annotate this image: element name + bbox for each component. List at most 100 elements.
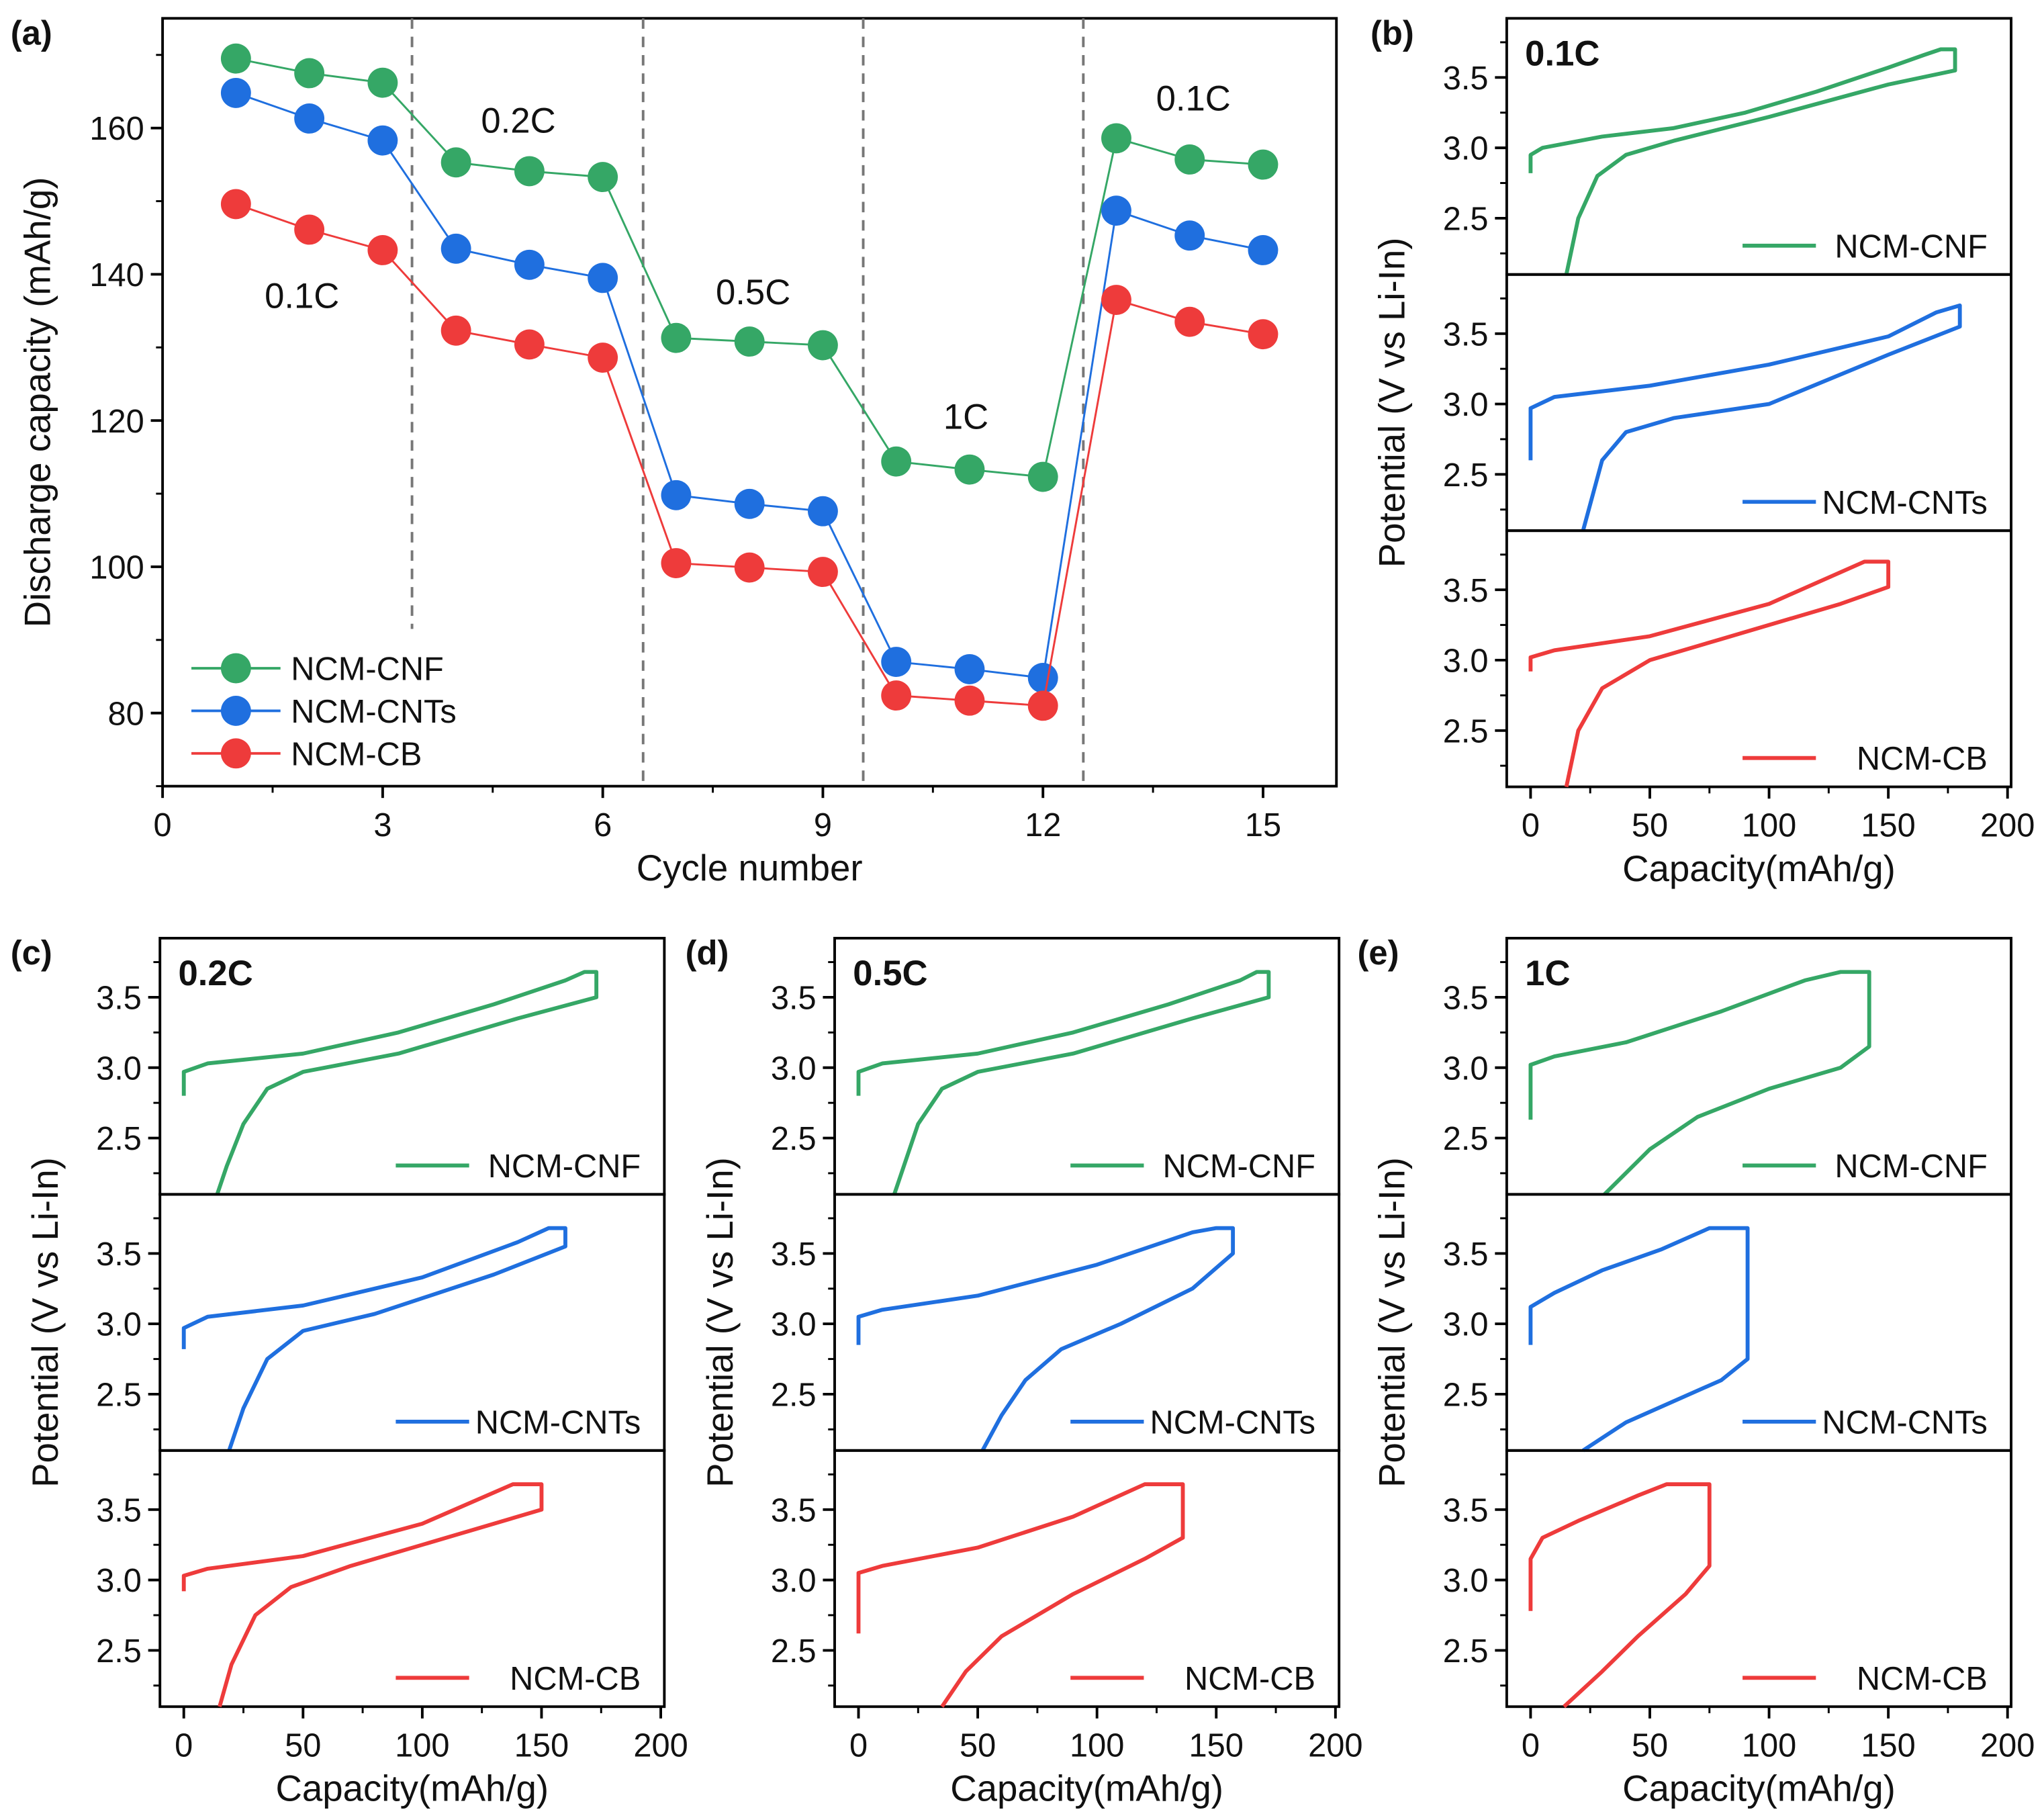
panel-label: (c) (11, 934, 52, 972)
data-point (808, 496, 838, 527)
data-point (588, 343, 618, 373)
y-tick-label: 160 (89, 111, 144, 147)
data-point (954, 454, 985, 485)
y-tick-label: 3.0 (96, 1307, 142, 1343)
x-tick-label: 100 (1742, 1727, 1796, 1764)
panel-label: (a) (11, 13, 52, 52)
rate-annotation: 1C (943, 397, 988, 437)
rate-label: 0.5C (853, 954, 927, 993)
y-tick-label: 3.0 (1443, 131, 1489, 167)
x-tick-label: 100 (1742, 808, 1796, 844)
plot-frame (161, 17, 1338, 788)
legend-label: NCM-CNF (1163, 1148, 1316, 1185)
x-tick-label: 0 (1522, 808, 1540, 844)
y-tick-label: 2.5 (1443, 713, 1489, 749)
x-tick-label: 0 (175, 1727, 193, 1764)
y-tick-label: 2.5 (1443, 1121, 1489, 1157)
data-point (294, 214, 325, 245)
legend-label: NCM-CB (510, 1661, 641, 1697)
rate-label: 1C (1525, 954, 1570, 993)
charge-discharge-curve (1528, 1482, 1712, 1709)
x-tick-label: 0 (849, 1727, 868, 1764)
x-tick-label: 0 (1522, 1727, 1540, 1764)
x-tick-label: 150 (514, 1727, 569, 1764)
y-tick-label: 3.0 (96, 1563, 142, 1599)
x-tick-label: 50 (1632, 1727, 1668, 1764)
charge-discharge-curve (1528, 970, 1871, 1196)
y-tick-label: 3.5 (1443, 1236, 1489, 1273)
y-tick-label: 2.5 (771, 1121, 817, 1157)
data-point (440, 233, 471, 264)
data-point (514, 329, 545, 360)
charge-discharge-curve (856, 1482, 1185, 1708)
data-point (954, 685, 985, 716)
x-axis-label: Capacity(mAh/g) (1622, 1768, 1896, 1809)
panel-label: (d) (686, 934, 729, 972)
data-point (881, 680, 912, 711)
data-point (734, 488, 765, 519)
data-point (367, 67, 398, 98)
y-tick-label: 3.5 (771, 981, 817, 1017)
x-tick-label: 200 (1308, 1727, 1362, 1764)
y-tick-label: 2.5 (771, 1377, 817, 1414)
data-point (661, 322, 692, 353)
data-point (1248, 149, 1279, 180)
legend-label: NCM-CNTs (291, 694, 457, 730)
charge-discharge-curve (856, 970, 1271, 1195)
x-tick-label: 15 (1245, 807, 1281, 844)
charge-discharge-curve (856, 1226, 1236, 1452)
x-tick-label: 150 (1861, 1727, 1915, 1764)
y-axis-label: Potential (V vs Li-In) (1372, 238, 1413, 568)
data-point (294, 103, 325, 134)
data-point (808, 557, 838, 588)
x-tick-label: 50 (1632, 808, 1668, 844)
charge-discharge-curve (1528, 1226, 1750, 1453)
data-point (661, 548, 692, 578)
data-point (1101, 123, 1131, 154)
x-tick-label: 100 (395, 1727, 449, 1764)
legend-label: NCM-CNTs (1822, 485, 1988, 521)
rate-label: 0.1C (1525, 34, 1599, 74)
x-tick-label: 6 (594, 807, 612, 844)
x-tick-label: 0 (154, 807, 172, 844)
subplot-frame (158, 1449, 666, 1709)
y-tick-label: 3.5 (1443, 981, 1489, 1017)
x-tick-label: 150 (1189, 1727, 1244, 1764)
y-tick-label: 3.0 (771, 1050, 817, 1087)
data-point (1101, 285, 1131, 315)
charge-discharge-curve (181, 970, 599, 1195)
x-tick-label: 12 (1025, 807, 1061, 844)
series-line-ncm-cnf (236, 57, 1264, 478)
y-tick-label: 2.5 (1443, 1633, 1489, 1670)
legend-label: NCM-CB (1184, 1661, 1315, 1697)
panel-e (1495, 936, 2012, 1719)
y-tick-label: 3.5 (1443, 573, 1489, 609)
data-point (367, 235, 398, 265)
y-axis-label: Potential (V vs Li-In) (700, 1157, 741, 1488)
y-tick-label: 3.5 (96, 981, 142, 1017)
data-point (1101, 195, 1131, 226)
data-point (514, 156, 545, 187)
data-point (1174, 306, 1205, 337)
y-tick-label: 3.5 (771, 1236, 817, 1273)
y-axis-label: Discharge capacity (mAh/g) (17, 177, 58, 628)
x-axis-label: Capacity(mAh/g) (275, 1768, 549, 1809)
y-tick-label: 2.5 (1443, 1377, 1489, 1414)
y-tick-label: 3.0 (96, 1050, 142, 1087)
x-tick-label: 100 (1070, 1727, 1124, 1764)
y-axis-label: Potential (V vs Li-In) (1372, 1157, 1413, 1488)
x-tick-label: 9 (814, 807, 832, 844)
x-tick-label: 200 (633, 1727, 688, 1764)
subplot-frame (833, 1449, 1341, 1709)
y-tick-label: 3.0 (771, 1307, 817, 1343)
legend-label: NCM-CNF (1834, 1148, 1988, 1185)
data-point (367, 125, 398, 156)
y-tick-label: 140 (89, 257, 144, 293)
data-point (1248, 319, 1279, 350)
y-tick-label: 2.5 (771, 1633, 817, 1670)
legend-label: NCM-CB (291, 736, 422, 772)
data-point (1027, 461, 1058, 492)
y-tick-label: 3.0 (1443, 387, 1489, 423)
y-tick-label: 3.5 (1443, 316, 1489, 353)
legend-label: NCM-CNF (488, 1148, 641, 1185)
